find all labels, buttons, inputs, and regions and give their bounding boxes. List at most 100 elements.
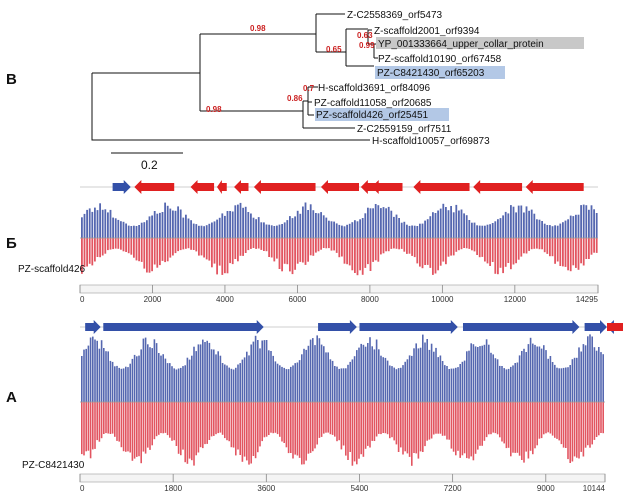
gene-arrow	[359, 320, 458, 334]
coverage-bar-forward	[468, 220, 471, 238]
coverage-bar-reverse	[374, 238, 377, 261]
coverage-bar-forward	[588, 209, 590, 238]
coverage-bar-forward	[164, 358, 167, 402]
coverage-bar-forward	[554, 364, 556, 402]
coverage-bar-reverse	[138, 402, 140, 457]
coverage-bar-forward	[140, 349, 142, 402]
coverage-bar-forward	[450, 206, 452, 238]
coverage-bar-forward	[221, 363, 224, 402]
coverage-bar-forward	[182, 366, 184, 402]
gene-arrow	[216, 180, 227, 194]
coverage-bar-reverse	[484, 238, 486, 262]
coverage-bar-reverse	[221, 402, 224, 435]
coverage-bar-reverse	[471, 238, 473, 251]
coverage-bar-reverse	[146, 238, 148, 273]
coverage-bar-forward	[273, 226, 276, 238]
coverage-bar-forward	[439, 208, 442, 238]
coverage-bar-reverse	[521, 402, 523, 460]
coverage-bar-forward	[375, 339, 378, 402]
gene-arrows	[112, 180, 584, 194]
coverage-bar-reverse	[94, 402, 96, 449]
coverage-bar-forward	[237, 364, 239, 402]
coverage-bar-forward	[510, 366, 512, 402]
coverage-bar-reverse	[512, 238, 515, 265]
coverage-bar-reverse	[325, 238, 328, 249]
coverage-bar-reverse	[198, 238, 200, 256]
coverage-bar-forward	[120, 221, 122, 238]
coverage-bar-forward	[512, 365, 514, 402]
coverage-bar-forward	[173, 368, 175, 402]
coverage-bar-reverse	[263, 402, 266, 438]
coverage-bar-reverse	[556, 402, 558, 439]
coverage-bar-reverse	[393, 238, 395, 249]
coverage-bar-reverse	[279, 402, 281, 437]
coverage-bar-reverse	[428, 402, 431, 440]
coverage-bar-reverse	[259, 402, 261, 447]
coverage-bar-forward	[153, 211, 156, 238]
coverage-bar-forward	[307, 345, 310, 402]
coverage-bar-reverse	[105, 402, 107, 434]
coverage-bar-forward	[279, 365, 281, 402]
coverage-bar-forward	[290, 366, 292, 402]
coverage-bar-forward	[549, 225, 551, 238]
coverage-bar-forward	[465, 215, 468, 238]
coverage-bar-reverse	[268, 238, 270, 257]
coverage-bar-reverse	[334, 402, 336, 437]
coverage-bar-forward	[505, 369, 508, 402]
coverage-bar-forward	[486, 224, 489, 238]
coverage-bar-forward	[514, 363, 516, 402]
coverage-bar-reverse	[450, 238, 452, 256]
coverage-bar-forward	[289, 216, 291, 238]
coverage-bar-forward	[492, 354, 494, 402]
panel-letter-a: A	[6, 389, 17, 406]
coverage-bar-forward	[369, 208, 372, 238]
coverage-bar-reverse	[349, 402, 351, 452]
coverage-bar-forward	[367, 207, 369, 238]
coverage-bar-forward	[94, 339, 96, 402]
coverage-bar-reverse	[161, 238, 164, 261]
coverage-bar-forward	[400, 367, 402, 402]
coverage-bar-reverse	[406, 238, 408, 254]
coverage-bar-forward	[516, 362, 519, 402]
coverage-bar-reverse	[210, 402, 213, 437]
coverage-bar-reverse	[476, 238, 478, 255]
gene-arrow	[584, 320, 607, 334]
gene-arrow	[318, 320, 357, 334]
coverage-bar-forward	[340, 368, 343, 402]
coverage-bar-reverse	[302, 238, 304, 263]
coverage-bar-reverse	[177, 402, 180, 454]
coverage-bar-reverse	[243, 402, 246, 457]
coverage-bar-reverse	[309, 402, 312, 453]
coverage-bar-reverse	[600, 402, 602, 433]
coverage-bar-reverse	[312, 402, 314, 452]
coverage-bar-forward	[455, 367, 457, 402]
coverage-bar-reverse	[585, 238, 588, 259]
coverage-bar-forward	[268, 224, 270, 238]
coverage-bar-reverse	[140, 238, 143, 262]
coverage-bar-reverse	[304, 238, 307, 265]
coverage-bar-reverse	[413, 238, 416, 258]
coverage-bar-reverse	[590, 238, 593, 255]
coverage-bar-forward	[208, 223, 211, 238]
coverage-bar-forward	[175, 369, 178, 402]
coverage-bar-reverse	[419, 402, 422, 452]
coverage-bar-reverse	[483, 402, 486, 441]
coverage-bar-reverse	[528, 238, 530, 251]
coverage-bar-reverse	[386, 402, 389, 435]
coverage-bar-forward	[571, 359, 574, 402]
coverage-bar-reverse	[494, 402, 497, 434]
coverage-bar-forward	[120, 368, 123, 402]
coverage-bar-forward	[360, 343, 362, 402]
leaf-label: PZ-scaffold426_orf25451	[316, 110, 429, 121]
coverage-bar-reverse	[421, 238, 424, 269]
coverage-bar-forward	[590, 205, 593, 238]
coverage-bar-forward	[483, 344, 486, 402]
coverage-bar-forward	[580, 351, 582, 402]
coverage-bar-reverse	[129, 402, 131, 453]
coverage-bar-reverse	[270, 402, 272, 433]
coverage-bar-forward	[380, 355, 382, 402]
coverage-bar-reverse	[320, 402, 323, 437]
coverage-bar-reverse	[578, 402, 580, 459]
coverage-bar-forward	[351, 359, 354, 402]
coverage-bar-forward	[382, 207, 385, 238]
